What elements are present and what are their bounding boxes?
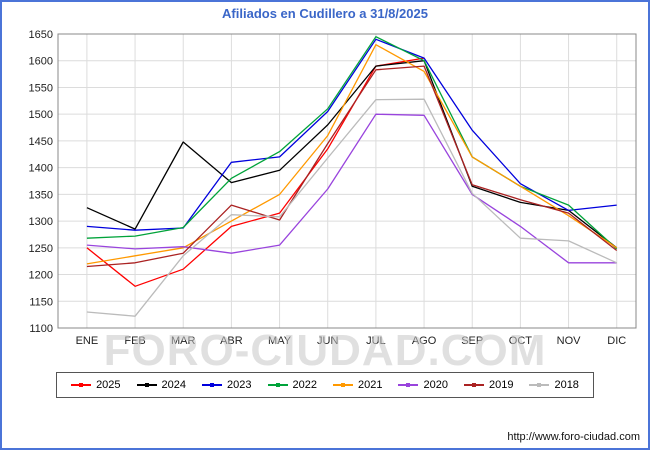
y-tick-label: 1400 [29,163,53,175]
y-tick-label: 1100 [29,323,53,335]
series-line-2021 [86,44,618,265]
x-tick-label: JUL [366,335,386,347]
legend-label-2023: 2023 [227,379,252,391]
series-line-2023 [86,38,617,231]
legend-swatch-2019 [463,383,484,387]
legend-swatch-2020 [398,383,419,387]
x-tick-label: DIC [607,335,626,347]
chart-title: Afiliados en Cudillero a 31/8/2025 [222,6,428,21]
legend-marker-2018 [537,383,542,387]
legend-label-2018: 2018 [554,379,579,391]
legend: 2025 2024 2023 2022 2021 2020 2019 2018 [56,372,594,398]
legend-swatch-2023 [202,383,223,387]
series-line-2022 [86,36,618,250]
legend-marker-2021 [341,383,345,387]
x-tick-label: MAR [171,335,196,347]
legend-swatch-2022 [267,383,288,387]
x-tick-label: FEB [124,335,145,347]
x-tick-label: NOV [557,335,582,347]
legend-item-2021: 2021 [333,379,382,391]
legend-marker-2024 [144,383,149,387]
y-tick-label: 1650 [29,29,53,41]
series-line-2025 [86,57,425,287]
y-tick-label: 1550 [29,82,53,94]
legend-item-2023: 2023 [202,379,252,391]
x-tick-label: JUN [317,335,338,347]
x-tick-label: SEP [461,335,483,347]
legend-label-2019: 2019 [488,379,514,391]
x-tick-label: AGO [412,335,437,347]
legend-marker-2023 [210,383,215,387]
y-tick-label: 1300 [29,216,53,228]
legend-item-2024: 2024 [136,379,187,391]
y-tick-label: 1600 [29,56,53,68]
legend-label-2021: 2021 [358,379,383,391]
x-tick-label: ABR [220,335,243,347]
legend-swatch-2025 [71,383,92,387]
legend-marker-2025 [79,383,84,387]
legend-marker-2019 [471,383,476,387]
y-tick-label: 1150 [29,296,53,308]
x-tick-label: ENE [76,335,99,347]
series-line-2024 [86,60,618,249]
line-chart: ENE FEB MAR ABR MAY JUN JUL AGO SEP OCT NOV DIC 1100… [29,29,637,347]
legend-swatch-2021 [333,383,353,387]
legend-label-2025: 2025 [96,379,121,391]
legend-item-2022: 2022 [267,379,317,391]
series-line-2020 [86,113,617,264]
footer-url[interactable]: http://www.foro-ciudad.com [507,431,640,443]
legend-label-2022: 2022 [292,379,317,391]
legend-item-2020: 2020 [398,379,448,391]
legend-item-2019: 2019 [463,379,514,391]
plot-border [57,33,637,329]
plot-area: ENE FEB MAR ABR MAY JUN JUL AGO SEP OCT NOV DIC 1100… [2,26,648,375]
legend-label-2020: 2020 [423,379,448,391]
x-tick-label: OCT [509,335,533,347]
y-tick-label: 1450 [29,136,53,148]
y-tick-label: 1200 [29,270,53,282]
x-tick-label: MAY [268,335,292,347]
series-line-2018 [86,98,617,317]
y-tick-label: 1250 [29,243,53,255]
y-tick-label: 1350 [29,189,53,201]
legend-marker-2022 [275,383,280,387]
series-line-2019 [86,65,618,268]
y-tick-label: 1500 [29,109,53,121]
legend-item-2025: 2025 [71,379,121,391]
legend-label-2024: 2024 [161,379,187,391]
legend-swatch-2018 [529,383,550,387]
legend-swatch-2024 [136,383,157,387]
legend-item-2018: 2018 [529,379,579,391]
legend-marker-2020 [406,383,411,387]
